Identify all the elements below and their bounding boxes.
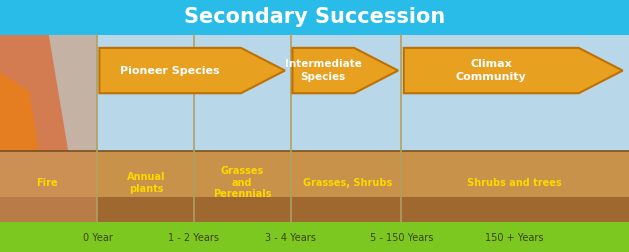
Text: 0 Year: 0 Year — [82, 233, 113, 243]
Polygon shape — [404, 48, 623, 93]
Text: Shrubs and trees: Shrubs and trees — [467, 178, 562, 188]
Text: 1 - 2 Years: 1 - 2 Years — [168, 233, 220, 243]
FancyBboxPatch shape — [0, 35, 97, 222]
Text: Pioneer Species: Pioneer Species — [120, 66, 220, 76]
Text: 5 - 150 Years: 5 - 150 Years — [370, 233, 433, 243]
Polygon shape — [99, 48, 285, 93]
Text: Grasses
and
Perennials: Grasses and Perennials — [213, 166, 272, 199]
FancyBboxPatch shape — [0, 197, 629, 222]
FancyBboxPatch shape — [0, 222, 629, 252]
Text: 3 - 4 Years: 3 - 4 Years — [265, 233, 316, 243]
FancyBboxPatch shape — [0, 35, 629, 151]
Polygon shape — [0, 35, 68, 151]
Polygon shape — [292, 48, 398, 93]
Text: Secondary Succession: Secondary Succession — [184, 7, 445, 27]
Text: Grasses, Shrubs: Grasses, Shrubs — [303, 178, 392, 188]
Polygon shape — [0, 72, 39, 151]
Text: Annual
plants: Annual plants — [126, 172, 165, 194]
Text: Intermediate
Species: Intermediate Species — [285, 59, 362, 82]
FancyBboxPatch shape — [0, 0, 629, 35]
FancyBboxPatch shape — [0, 151, 629, 222]
Text: 150 + Years: 150 + Years — [485, 233, 544, 243]
Text: Climax
Community: Climax Community — [456, 59, 526, 82]
Text: Fire: Fire — [36, 178, 58, 188]
